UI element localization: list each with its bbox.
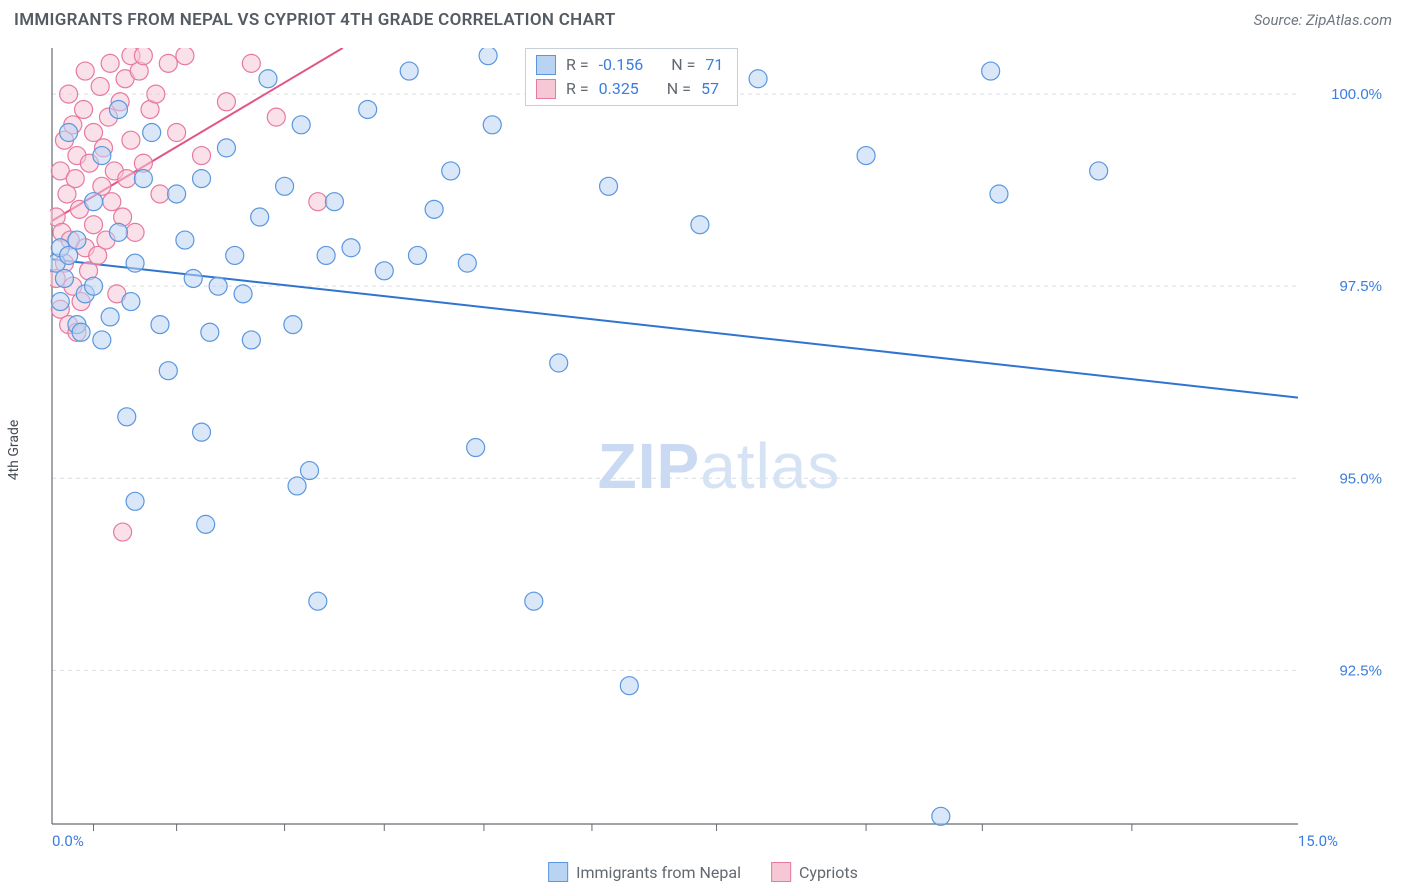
stats-row-series-1: R = 0.325 N = 57 bbox=[536, 77, 723, 101]
swatch-series-1 bbox=[536, 79, 556, 99]
legend-swatch-0 bbox=[548, 862, 568, 882]
svg-text:95.0%: 95.0% bbox=[1339, 470, 1382, 487]
svg-text:97.5%: 97.5% bbox=[1339, 278, 1382, 295]
scatter-plot: 92.5% 95.0% 97.5% 100.0% bbox=[50, 48, 1388, 852]
stats-legend-box: R = -0.156 N = 71 R = 0.325 N = 57 bbox=[525, 48, 738, 106]
legend-item-0: Immigrants from Nepal bbox=[548, 862, 741, 882]
chart-header: IMMIGRANTS FROM NEPAL VS CYPRIOT 4TH GRA… bbox=[0, 0, 1406, 36]
y-axis-label: 4th Grade bbox=[6, 420, 22, 481]
chart-title: IMMIGRANTS FROM NEPAL VS CYPRIOT 4TH GRA… bbox=[14, 10, 616, 30]
r-value-0: -0.156 bbox=[599, 53, 644, 77]
svg-text:92.5%: 92.5% bbox=[1339, 662, 1382, 679]
x-axis-max-label: 15.0% bbox=[1298, 832, 1338, 850]
svg-text:100.0%: 100.0% bbox=[1331, 86, 1382, 103]
chart-source: Source: ZipAtlas.com bbox=[1254, 11, 1392, 29]
chart-container: 4th Grade 92.5%95.0%97.5%100.0% ZIPatlas… bbox=[50, 48, 1388, 852]
bottom-legend: Immigrants from Nepal Cypriots bbox=[548, 862, 858, 882]
stats-row-series-0: R = -0.156 N = 71 bbox=[536, 53, 723, 77]
r-value-1: 0.325 bbox=[599, 77, 639, 101]
legend-item-1: Cypriots bbox=[771, 862, 858, 882]
legend-label-1: Cypriots bbox=[799, 863, 858, 882]
x-axis-min-label: 0.0% bbox=[52, 832, 84, 850]
swatch-series-0 bbox=[536, 55, 556, 75]
legend-swatch-1 bbox=[771, 862, 791, 882]
n-value-0: 71 bbox=[705, 53, 723, 77]
n-value-1: 57 bbox=[701, 77, 719, 101]
legend-label-0: Immigrants from Nepal bbox=[576, 863, 741, 882]
